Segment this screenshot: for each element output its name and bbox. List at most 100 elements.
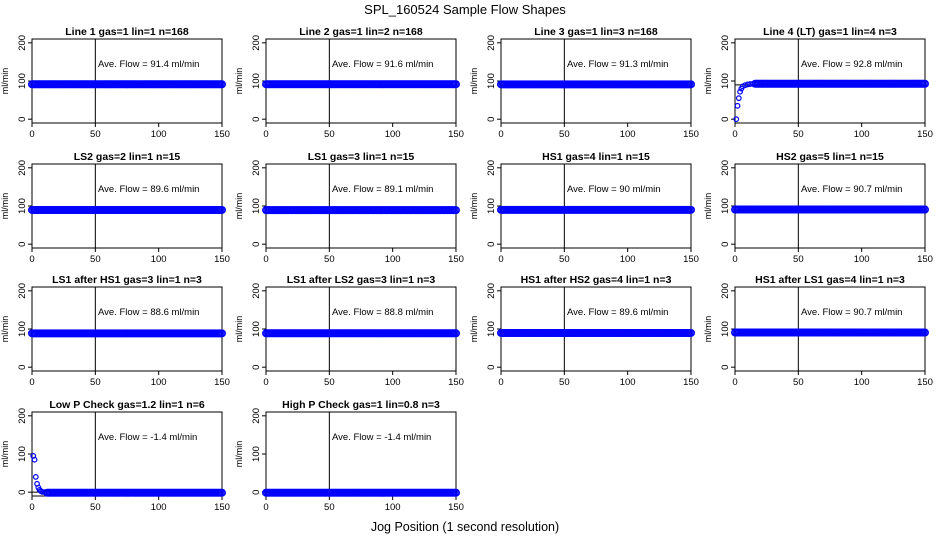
x-tick-label: 100 bbox=[385, 129, 401, 140]
panel-title: Line 1 gas=1 lin=1 n=168 bbox=[65, 26, 189, 38]
y-tick-label: 200 bbox=[720, 160, 731, 176]
x-tick-label: 150 bbox=[683, 254, 699, 265]
panel-5: LS2 gas=2 lin=1 n=15 0 50 100 150 0 100 200 ml/m… bbox=[0, 151, 230, 265]
data-points bbox=[28, 329, 227, 338]
data-points bbox=[730, 328, 929, 337]
panel-title: HS1 after HS2 gas=4 lin=1 n=3 bbox=[521, 274, 672, 286]
y-tick-label: 100 bbox=[486, 198, 497, 214]
panel-title: LS1 after LS2 gas=3 lin=1 n=3 bbox=[287, 274, 436, 286]
average-flow-annotation: Ave. Flow = 92.8 ml/min bbox=[801, 59, 902, 70]
panel-title: LS1 after HS1 gas=3 lin=1 n=3 bbox=[52, 274, 202, 286]
x-tick-label: 100 bbox=[854, 129, 870, 140]
y-tick-label: 100 bbox=[17, 446, 28, 462]
x-tick-label: 0 bbox=[263, 254, 268, 265]
x-tick-label: 150 bbox=[917, 377, 933, 388]
data-point bbox=[735, 95, 742, 102]
y-tick-label: 200 bbox=[486, 160, 497, 176]
y-tick-label: 100 bbox=[17, 73, 28, 89]
data-points bbox=[262, 488, 461, 497]
data-points bbox=[262, 329, 461, 338]
y-axis-label: ml/min bbox=[703, 316, 713, 343]
x-tick-label: 100 bbox=[385, 377, 401, 388]
data-points bbox=[28, 205, 227, 214]
panel-6: LS1 gas=3 lin=1 n=15 0 50 100 150 0 100 200 ml/m… bbox=[234, 151, 464, 265]
average-flow-annotation: Ave. Flow = -1.4 ml/min bbox=[98, 432, 197, 443]
panel-4: Line 4 (LT) gas=1 lin=4 n=3 0 50 100 150 0 100… bbox=[703, 26, 933, 140]
y-tick-label: 100 bbox=[251, 321, 262, 337]
average-flow-annotation: Ave. Flow = 91.6 ml/min bbox=[332, 59, 433, 70]
x-tick-label: 0 bbox=[263, 129, 268, 140]
y-tick-label: 0 bbox=[251, 490, 262, 495]
y-axis-label: ml/min bbox=[234, 68, 244, 95]
data-point bbox=[734, 102, 741, 109]
y-tick-label: 0 bbox=[17, 242, 28, 247]
x-tick-label: 50 bbox=[90, 377, 101, 388]
panel-7: HS1 gas=4 lin=1 n=15 0 50 100 150 0 100 200 ml/m… bbox=[469, 151, 699, 265]
data-point bbox=[218, 488, 227, 497]
x-tick-label: 150 bbox=[448, 129, 464, 140]
y-axis-label: ml/min bbox=[234, 441, 244, 468]
data-points bbox=[28, 80, 227, 89]
panel-3: Line 3 gas=1 lin=3 n=168 0 50 100 150 0 100 200… bbox=[469, 26, 699, 140]
x-tick-label: 0 bbox=[29, 377, 34, 388]
x-tick-label: 50 bbox=[559, 254, 570, 265]
x-tick-label: 0 bbox=[732, 377, 737, 388]
average-flow-annotation: Ave. Flow = 91.4 ml/min bbox=[98, 59, 199, 70]
x-tick-label: 150 bbox=[214, 502, 230, 513]
data-point bbox=[686, 205, 695, 214]
y-axis-label: ml/min bbox=[234, 316, 244, 343]
y-tick-label: 200 bbox=[251, 408, 262, 424]
y-tick-label: 0 bbox=[720, 365, 731, 370]
x-tick-label: 50 bbox=[324, 254, 335, 265]
x-tick-label: 150 bbox=[917, 129, 933, 140]
panel-8: HS2 gas=5 lin=1 n=15 0 50 100 150 0 100 200 ml/m… bbox=[703, 151, 933, 265]
y-tick-label: 0 bbox=[17, 117, 28, 122]
average-flow-annotation: Ave. Flow = 90.7 ml/min bbox=[801, 184, 902, 195]
plot-frame bbox=[265, 286, 457, 372]
x-tick-label: 50 bbox=[559, 377, 570, 388]
panel-title: Line 2 gas=1 lin=2 n=168 bbox=[299, 26, 423, 38]
x-tick-label: 100 bbox=[854, 254, 870, 265]
x-tick-label: 100 bbox=[620, 254, 636, 265]
x-tick-label: 0 bbox=[732, 129, 737, 140]
y-tick-label: 0 bbox=[251, 117, 262, 122]
average-flow-annotation: Ave. Flow = 89.6 ml/min bbox=[567, 307, 668, 318]
panel-2: Line 2 gas=1 lin=2 n=168 0 50 100 150 0 100 200… bbox=[234, 26, 464, 140]
y-tick-label: 200 bbox=[17, 408, 28, 424]
x-tick-label: 0 bbox=[498, 129, 503, 140]
data-point bbox=[686, 328, 695, 337]
y-tick-label: 200 bbox=[251, 283, 262, 299]
y-tick-label: 0 bbox=[17, 490, 28, 495]
panel-13: Low P Check gas=1.2 lin=1 n=6 0 50 100 150 0 1… bbox=[0, 399, 230, 513]
x-tick-label: 50 bbox=[324, 129, 335, 140]
data-points bbox=[262, 80, 461, 89]
x-tick-label: 100 bbox=[620, 129, 636, 140]
x-tick-label: 100 bbox=[620, 377, 636, 388]
x-tick-label: 50 bbox=[559, 129, 570, 140]
average-flow-annotation: Ave. Flow = 88.6 ml/min bbox=[98, 307, 199, 318]
data-point bbox=[31, 456, 38, 463]
y-tick-label: 200 bbox=[720, 283, 731, 299]
data-point bbox=[452, 329, 461, 338]
average-flow-annotation: Ave. Flow = -1.4 ml/min bbox=[332, 432, 431, 443]
x-tick-label: 150 bbox=[214, 254, 230, 265]
y-tick-label: 100 bbox=[486, 73, 497, 89]
panel-9: LS1 after HS1 gas=3 lin=1 n=3 0 50 100 150 0 1… bbox=[0, 274, 230, 388]
x-tick-label: 150 bbox=[683, 377, 699, 388]
x-tick-label: 0 bbox=[29, 254, 34, 265]
data-points bbox=[730, 205, 929, 214]
data-points bbox=[733, 79, 929, 123]
x-tick-label: 50 bbox=[90, 502, 101, 513]
y-tick-label: 200 bbox=[251, 160, 262, 176]
data-points bbox=[497, 80, 695, 89]
x-tick-label: 150 bbox=[448, 377, 464, 388]
panels: Line 1 gas=1 lin=1 n=168 0 50 100 150 0 100 200… bbox=[0, 26, 933, 513]
y-axis-label: ml/min bbox=[703, 68, 713, 95]
average-flow-annotation: Ave. Flow = 88.8 ml/min bbox=[332, 307, 433, 318]
data-point bbox=[737, 88, 743, 95]
data-point bbox=[218, 205, 227, 214]
x-tick-label: 0 bbox=[263, 377, 268, 388]
data-point bbox=[452, 488, 461, 497]
plot-frame bbox=[31, 411, 223, 497]
y-tick-label: 100 bbox=[486, 321, 497, 337]
